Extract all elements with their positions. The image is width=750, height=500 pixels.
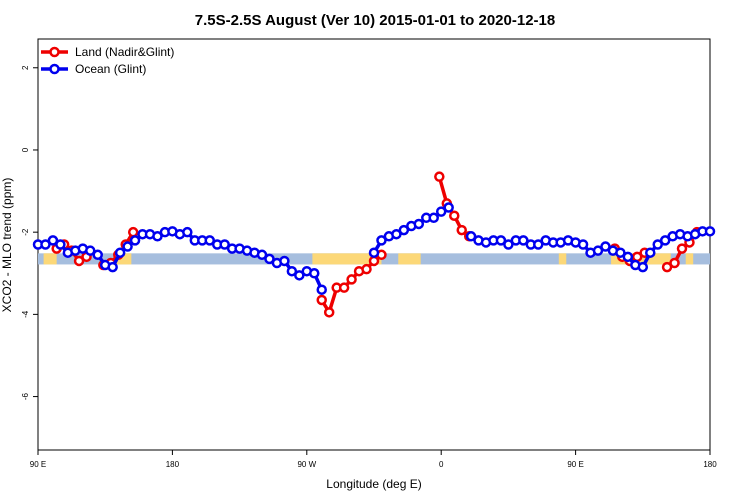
land-band-6 — [640, 253, 671, 265]
ocean-point-2-26 — [659, 235, 671, 246]
land-point-2-0 — [316, 294, 327, 306]
legend-land-label: Land (Nadir&Glint) — [75, 45, 174, 59]
ocean-point-2-17 — [592, 245, 604, 256]
legend-ocean-marker — [49, 63, 60, 75]
ocean-point-0-34 — [286, 265, 298, 277]
legend-ocean-label: Ocean (Glint) — [75, 62, 146, 76]
ocean-point-0-38 — [316, 284, 327, 295]
land-band-2 — [312, 253, 382, 265]
land-point-2-3 — [338, 282, 350, 293]
land-point-1-4 — [127, 226, 139, 238]
ocean-point-0-35 — [294, 270, 305, 281]
ocean-point-1-1 — [376, 235, 387, 246]
y-tick-label-4: -6 — [21, 392, 30, 400]
ocean-point-2-21 — [622, 251, 634, 263]
ocean-point-0-11 — [114, 247, 126, 258]
ocean-point-0-8 — [92, 249, 103, 261]
ocean-point-0-33 — [279, 255, 290, 267]
ocean-point-0-25 — [219, 239, 230, 250]
ocean-point-0-20 — [182, 226, 193, 238]
axes: 90 E 180 90 W 0 90 E 180 2 0 -2 -4 -6 — [21, 65, 717, 469]
land-band-4 — [558, 253, 567, 265]
land-band-1 — [116, 253, 132, 265]
ocean-point-0-23 — [204, 235, 215, 246]
x-tick-label-1: 180 — [166, 460, 180, 469]
ocean-point-2-18 — [600, 241, 611, 252]
series-group — [32, 171, 716, 318]
ocean-point-2-4 — [495, 235, 507, 246]
ocean-point-0-2 — [47, 235, 59, 246]
ocean-point-0-3 — [55, 239, 66, 250]
ocean-point-0-37 — [309, 268, 320, 279]
land-point-3-2 — [449, 210, 460, 221]
land-point-2-1 — [323, 307, 335, 318]
x-tick-label-5: 180 — [703, 460, 717, 469]
ocean-point-2-25 — [652, 239, 663, 250]
ocean-point-0-1 — [40, 239, 51, 250]
ocean-point-0-13 — [129, 235, 141, 246]
ocean-point-2-5 — [503, 239, 514, 250]
ocean-point-2-0 — [465, 231, 477, 242]
land-point-2-4 — [346, 274, 357, 285]
ocean-point-2-32 — [704, 226, 716, 237]
ocean-point-2-20 — [615, 247, 626, 258]
ocean-point-1-8 — [428, 212, 439, 224]
land-point-5-1 — [669, 257, 680, 269]
ocean-point-1-9 — [435, 206, 447, 217]
ocean-point-2-9 — [533, 239, 544, 250]
ocean-point-2-23 — [637, 261, 649, 273]
ocean-point-0-30 — [256, 249, 268, 261]
legend-land-marker — [49, 46, 60, 58]
ocean-point-0-7 — [85, 245, 96, 256]
legend: Land (Nadir&Glint) Ocean (Glint) — [41, 45, 174, 76]
land-point-3-3 — [456, 224, 467, 236]
y-tick-label-3: -4 — [21, 310, 30, 318]
y-tick-label-2: -2 — [21, 228, 30, 236]
ocean-point-1-3 — [391, 228, 402, 240]
ocean-point-1-6 — [413, 218, 425, 230]
land-point-5-0 — [661, 261, 673, 273]
land-point-2-6 — [361, 263, 372, 275]
ocean-point-0-10 — [107, 261, 118, 273]
land-band-0 — [43, 253, 57, 265]
land-point-2-7 — [368, 255, 380, 267]
x-tick-label-0: 90 E — [30, 460, 46, 469]
ocean-point-0-12 — [122, 241, 133, 252]
x-tick-label-3: 0 — [439, 460, 444, 469]
land-point-5-2 — [676, 243, 688, 254]
x-tick-label-2: 90 W — [297, 460, 316, 469]
land-point-3-0 — [434, 171, 445, 182]
y-tick-label-0: 2 — [21, 65, 30, 70]
ocean-point-2-24 — [645, 247, 656, 258]
land-band-3 — [398, 253, 421, 265]
land-point-0-3 — [73, 255, 85, 267]
x-axis-label: Longitude (deg E) — [326, 477, 421, 491]
ocean-point-2-7 — [518, 235, 529, 246]
ocean-point-1-4 — [398, 224, 410, 236]
y-tick-label-1: 0 — [21, 147, 30, 152]
y-axis-label: XCO2 - MLO trend (ppm) — [0, 178, 14, 313]
ocean-point-0-31 — [264, 253, 275, 265]
land-band-7 — [685, 253, 694, 265]
ocean-point-1-0 — [368, 247, 380, 258]
x-tick-label-4: 90 E — [567, 460, 583, 469]
ocean-point-2-15 — [577, 239, 589, 250]
ocean-point-1-10 — [443, 202, 454, 213]
chart-title: 7.5S-2.5S August (Ver 10) 2015-01-01 to … — [195, 12, 555, 29]
ocean-point-0-16 — [152, 231, 163, 242]
